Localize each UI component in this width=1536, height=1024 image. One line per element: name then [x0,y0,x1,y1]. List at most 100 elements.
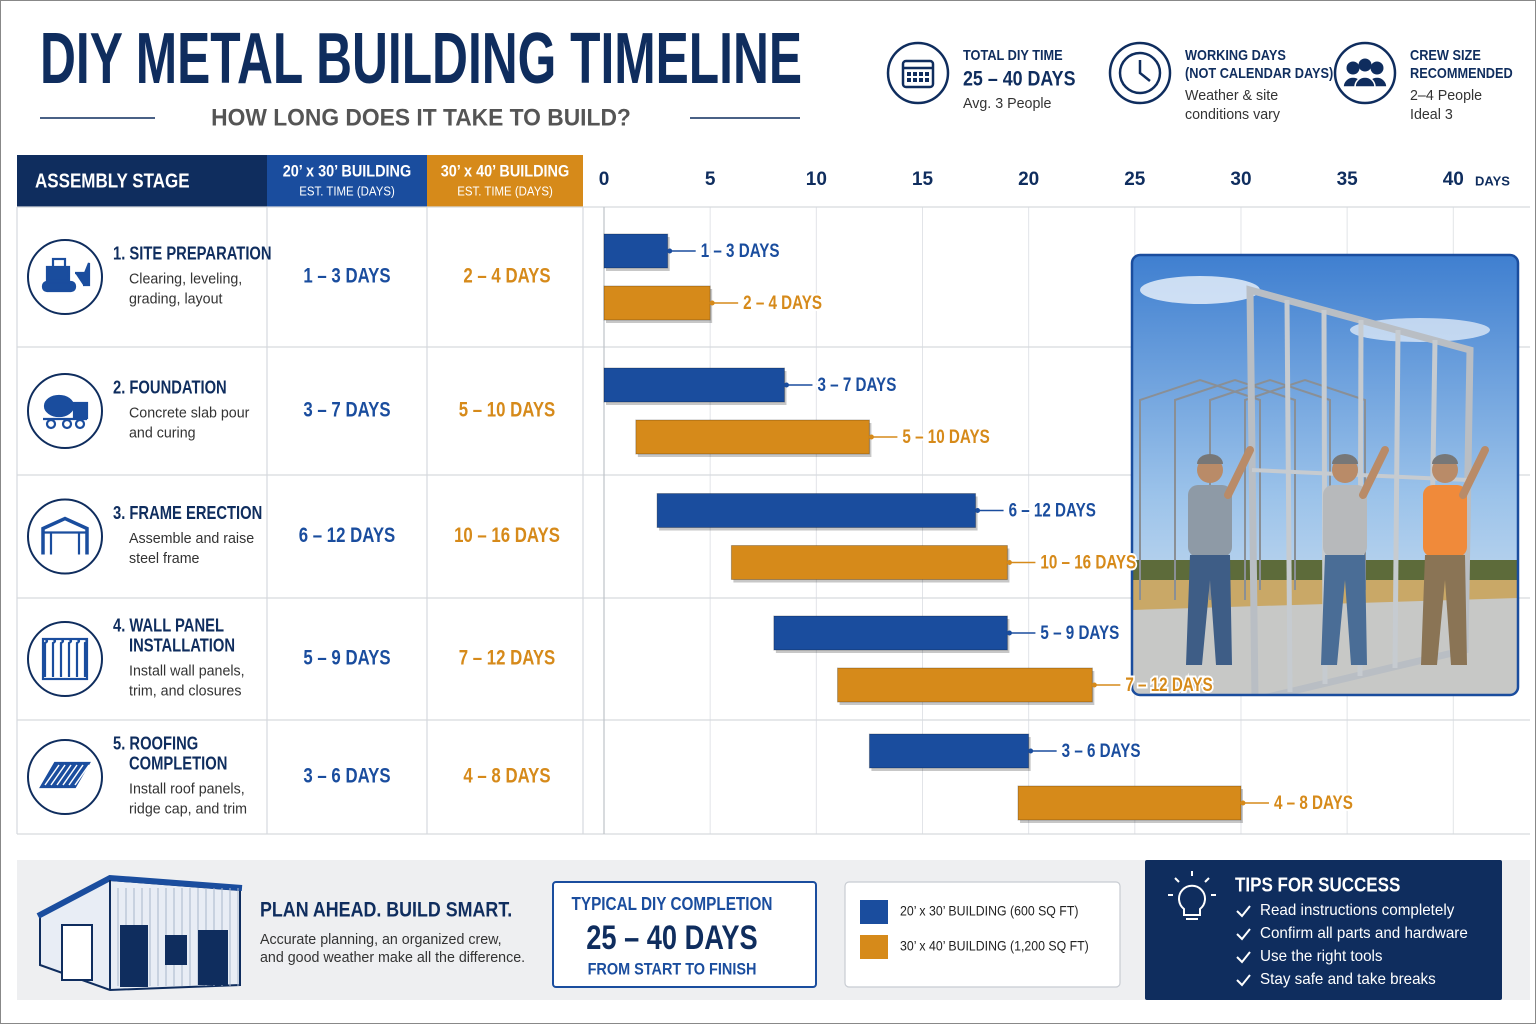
photo-stud [1392,329,1401,669]
photo-worker [1423,485,1467,557]
crew-icon [1354,76,1376,88]
stage-title: 4. WALL PANEL [113,615,224,635]
completion-label: TYPICAL DIY COMPLETION [572,894,773,914]
header-cell [427,155,583,207]
building-icon [36,874,243,992]
tips-check [1236,974,1251,987]
stage-icon [62,764,78,786]
photo-frame [1174,378,1296,600]
column-header: 20’ x 30’ BUILDING [283,161,412,180]
column-subheader: EST. TIME (DAYS) [299,183,395,198]
stage-icon [41,637,89,681]
bar [730,545,1008,580]
subtitle: HOW LONG DOES IT TAKE TO BUILD? [211,104,631,131]
footer-title: PLAN AHEAD. BUILD SMART. [260,899,512,922]
stat-label: CREW SIZE [1410,47,1481,64]
stage-icon [41,637,89,681]
legend-swatch [860,900,888,924]
stage-icon [41,280,77,293]
x-tick-label: 25 [1124,169,1146,190]
photo-worker [1224,446,1254,499]
photo-content [1132,255,1518,695]
calendar-icon [907,72,911,76]
building-icon [120,925,148,987]
column-header: 30’ x 40’ BUILDING [441,161,570,180]
header-cell [267,155,427,207]
stat-note: conditions vary [1185,106,1281,123]
bar-leader-dot [1240,800,1246,806]
crew-icon [1346,61,1360,75]
tips-bulb [1204,877,1210,883]
photo-worker [1323,485,1367,557]
stage-icon [43,394,75,418]
tips-item: Confirm all parts and hardware [1260,925,1468,942]
column-header: ASSEMBLY STAGE [35,170,190,192]
column-subheader: EST. TIME (DAYS) [457,183,553,198]
tips-item: Use the right tools [1260,948,1383,965]
x-tick-label: 15 [912,169,934,190]
bar [773,615,1008,651]
stage-description: Assemble and raise [129,530,254,547]
stage-description: Install roof panels, [129,780,245,797]
stage-icon [44,764,60,786]
tips-bulb [1174,877,1180,883]
x-tick-label: 35 [1337,169,1359,190]
legend-box [844,881,1121,988]
legend-label: 30’ x 40’ BUILDING (1,200 SQ FT) [900,938,1089,954]
stage-description: and curing [129,424,196,441]
completion-box [552,881,817,988]
crew-icon [1358,58,1372,72]
bar-label: 2 – 4 DAYS [743,293,822,314]
photo-border [1130,253,1520,697]
duration-cell: 5 – 9 DAYS [303,647,390,670]
stage-title: 3. FRAME ERECTION [113,503,262,523]
bar [656,493,977,528]
x-tick-label: 5 [705,169,716,190]
stage-title: 1. SITE PREPARATION [113,243,272,263]
photo-worker [1188,485,1232,557]
stage-icon [56,764,72,786]
tips-item: Stay safe and take breaks [1260,971,1436,988]
tips-bulb [1178,884,1206,916]
duration-cell: 4 – 8 DAYS [463,765,550,788]
photo-worker [1332,454,1358,464]
bar-label: 5 – 10 DAYS [902,427,989,448]
legend-swatch [860,935,888,959]
legend-label: 20’ x 30’ BUILDING (600 SQ FT) [900,903,1078,919]
footer-text: Accurate planning, an organized crew, [260,931,502,948]
calendar-icon [925,72,929,76]
bar-label: 6 – 12 DAYS [1009,501,1096,522]
tips-title: TIPS FOR SUCCESS [1235,874,1400,896]
stage-description: trim, and closures [129,682,241,699]
stat-icon [886,41,950,105]
calendar-icon [907,78,911,82]
photo-stud [1251,468,1469,482]
stage-icon [39,761,91,789]
bar [1017,785,1242,821]
photo-worker [1459,446,1489,499]
stage-description: Clearing, leveling, [129,270,242,287]
calendar-icon [919,78,923,82]
tips-item: Read instructions completely [1260,902,1454,919]
building-icon [61,924,93,981]
calendar-icon [913,78,917,82]
bar-leader-dot [975,508,981,513]
stage-icon [68,764,84,786]
stage-description: steel frame [129,550,199,567]
photo [1130,253,1520,697]
duration-cell: 1 – 3 DAYS [303,265,390,288]
stage-title: INSTALLATION [129,635,235,655]
x-unit: DAYS [1475,173,1510,188]
stat-label: RECOMMENDED [1410,65,1513,82]
stage-title: COMPLETION [129,753,227,773]
duration-cell: 3 – 7 DAYS [303,399,390,422]
stat-note: Avg. 3 People [963,95,1051,112]
stage-icon [41,516,89,555]
stage-icon [74,764,90,786]
bar-leader-dot [1091,682,1097,688]
calendar-icon [919,72,923,76]
header-cell [17,155,267,207]
stage-icon [72,401,89,420]
tips-check [1236,951,1251,964]
duration-cell: 3 – 6 DAYS [303,765,390,788]
